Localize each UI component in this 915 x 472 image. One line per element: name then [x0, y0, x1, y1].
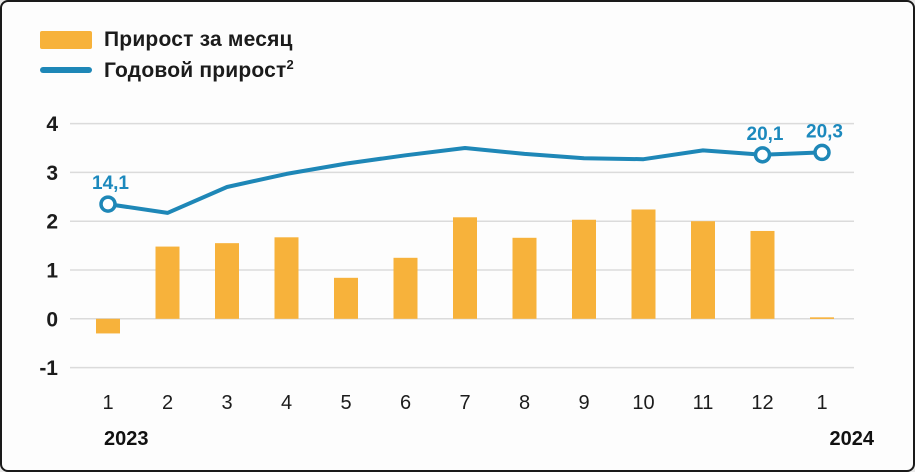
x-tick-label: 6: [400, 392, 411, 414]
bar-month-8: [512, 237, 537, 319]
legend-label-annual-text: Годовой прирост: [104, 59, 287, 82]
x-tick-label: 10: [632, 392, 654, 414]
bar-series: [96, 209, 834, 334]
y-tick-label: 1: [46, 260, 58, 283]
bar-month-3: [215, 243, 239, 319]
data-point-label: 20,1: [747, 124, 784, 145]
x-tick-label: 8: [519, 392, 530, 414]
x-tick-label: 9: [578, 392, 589, 414]
bar-month-5: [334, 277, 358, 319]
bar-month-10: [631, 209, 656, 319]
bar-month-2: [155, 246, 180, 319]
footnote-marker: 2: [286, 57, 294, 72]
legend-item-monthly-growth: Прирост за месяц: [40, 28, 294, 51]
bar-swatch-icon: [40, 30, 92, 49]
line-marker: [813, 143, 831, 162]
line-markers: 14,1 20,1 20,3: [92, 121, 843, 213]
bar-month-12: [750, 230, 775, 319]
bar-month-1: [96, 318, 120, 334]
x-tick-label: 1: [102, 392, 113, 414]
y-tick-label: 3: [46, 162, 58, 185]
x-tick-label: 7: [459, 392, 470, 414]
x-tick-label: 2: [162, 392, 173, 414]
legend-item-annual-growth: Годовой прирост2: [40, 58, 294, 81]
bar-month-6: [393, 257, 418, 319]
bar-month-7: [453, 217, 477, 319]
data-point-label: 20,3: [806, 121, 843, 142]
year-label-end: 2024: [830, 428, 875, 450]
line-marker: [99, 195, 117, 213]
x-tick-label: 11: [693, 392, 714, 414]
data-point-label: 14,1: [92, 173, 129, 194]
x-tick-label: 3: [221, 392, 232, 414]
y-tick-label: -1: [39, 357, 58, 380]
x-tick-label: 5: [340, 392, 351, 414]
x-tick-label: 1: [816, 392, 827, 414]
annual-growth-line: [106, 146, 824, 215]
x-tick-label: 4: [281, 392, 292, 414]
line-marker: [753, 146, 772, 164]
bar-month-11: [691, 221, 715, 319]
bar-month-4: [274, 237, 299, 319]
bar-month-1: [810, 317, 834, 319]
y-axis-labels: 4 3 2 1 0 -1: [39, 113, 58, 380]
y-tick-label: 2: [46, 211, 58, 234]
x-tick-label: 12: [751, 392, 773, 414]
y-tick-label: 4: [46, 113, 58, 136]
legend-label-annual: Годовой прирост2: [104, 58, 294, 81]
year-label-start: 2023: [104, 428, 149, 450]
legend: Прирост за месяц Годовой прирост2: [40, 28, 294, 81]
y-tick-label: 0: [46, 308, 58, 331]
legend-label-monthly: Прирост за месяц: [104, 28, 293, 51]
line-swatch-icon: [40, 66, 92, 73]
bar-month-9: [572, 219, 596, 319]
